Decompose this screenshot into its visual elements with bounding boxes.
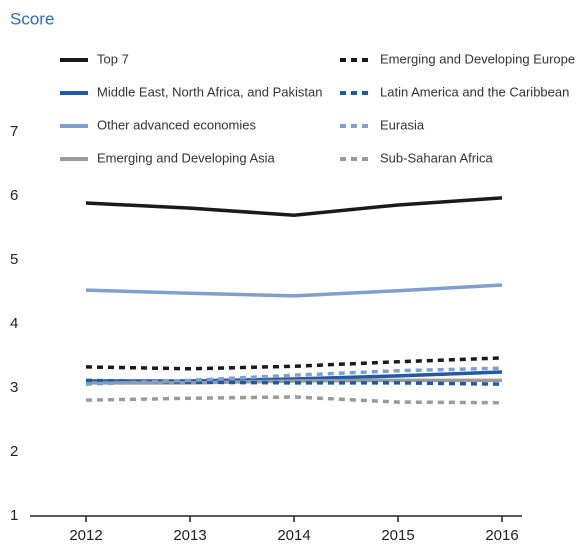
y-tick-label: 6 [10, 187, 18, 204]
series-line [85, 356, 503, 371]
x-tick-label: 2012 [69, 527, 102, 544]
legend-label: Emerging and Developing Europe [380, 51, 575, 66]
x-tick-label: 2014 [277, 527, 310, 544]
legend-label: Middle East, North Africa, and Pakistan [97, 84, 322, 99]
chart-title: Score [10, 9, 54, 28]
y-tick-label: 3 [10, 379, 18, 396]
y-tick-label: 4 [10, 315, 18, 332]
x-tick-label: 2015 [381, 527, 414, 544]
series-line [85, 196, 503, 217]
y-tick-label: 2 [10, 443, 18, 460]
x-tick-label: 2013 [173, 527, 206, 544]
legend-label: Emerging and Developing Asia [97, 150, 276, 165]
y-tick-label: 5 [10, 251, 18, 268]
legend-label: Latin America and the Caribbean [380, 84, 569, 99]
series-line [85, 283, 503, 298]
y-tick-label: 1 [10, 507, 18, 524]
y-tick-label: 7 [10, 123, 18, 140]
legend-label: Top 7 [97, 51, 129, 66]
x-tick-label: 2016 [485, 527, 518, 544]
series-line [85, 395, 503, 405]
legend-label: Sub-Saharan Africa [380, 150, 494, 165]
series-line [85, 366, 503, 386]
legend-label: Eurasia [380, 117, 425, 132]
legend-label: Other advanced economies [97, 117, 256, 132]
